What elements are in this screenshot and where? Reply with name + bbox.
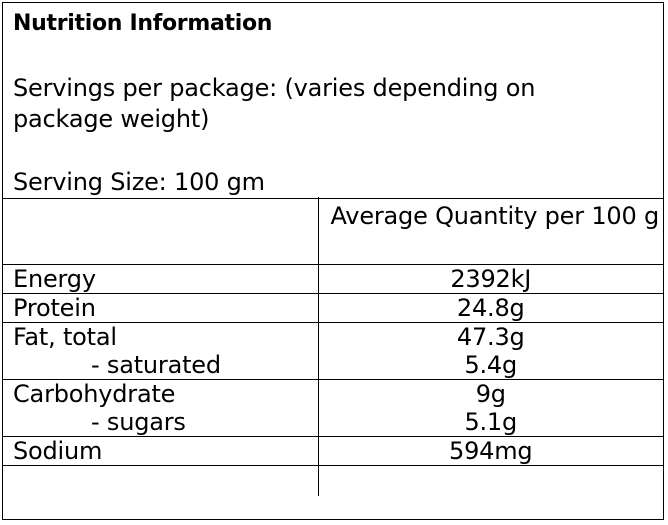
table-row: Fat, total 47.3g (3, 322, 663, 351)
table-row: - saturated 5.4g (3, 351, 663, 380)
table-row-empty (3, 465, 663, 496)
table-header-row: Average Quantity per 100 g (3, 197, 663, 265)
nutrient-value: 5.4g (317, 351, 663, 380)
header-blank-cell (3, 197, 319, 265)
table-row: Sodium 594mg (3, 436, 663, 466)
nutrient-label: Energy (3, 264, 319, 294)
panel-header: Nutrition Information Servings per packa… (3, 3, 663, 199)
nutrient-label: Carbohydrate (3, 379, 319, 408)
nutrient-value: 5.1g (317, 408, 663, 437)
serving-size: Serving Size: 100 gm (13, 168, 265, 196)
nutrient-value: 2392kJ (317, 264, 663, 294)
nutrient-label: Fat, total (3, 322, 319, 351)
table-row: - sugars 5.1g (3, 408, 663, 437)
nutrient-value: 9g (317, 379, 663, 408)
column-header-average-quantity: Average Quantity per 100 g (317, 197, 663, 265)
nutrient-sublabel: - sugars (3, 408, 319, 437)
table-row: Carbohydrate 9g (3, 379, 663, 408)
table-row: Energy 2392kJ (3, 264, 663, 294)
empty-cell (317, 465, 663, 496)
nutrient-value: 47.3g (317, 322, 663, 351)
nutrient-sublabel: - saturated (3, 351, 319, 380)
panel-title: Nutrition Information (13, 11, 273, 36)
nutrient-label: Protein (3, 293, 319, 323)
empty-cell (3, 465, 319, 496)
nutrition-table: Average Quantity per 100 g Energy 2392kJ… (3, 197, 663, 496)
table-row: Protein 24.8g (3, 293, 663, 323)
nutrition-panel: Nutrition Information Servings per packa… (2, 2, 664, 520)
nutrient-value: 24.8g (317, 293, 663, 323)
servings-per-package: Servings per package: (varies depending … (13, 74, 536, 133)
nutrient-label: Sodium (3, 436, 319, 466)
nutrient-value: 594mg (317, 436, 663, 466)
